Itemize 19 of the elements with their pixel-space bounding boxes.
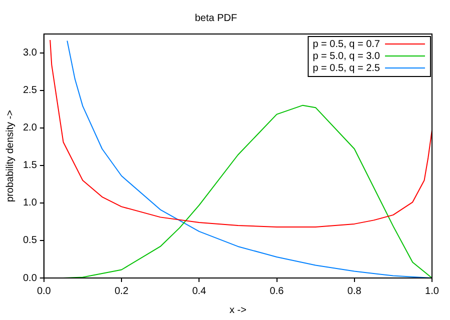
x-tick-label: 1.0 (425, 286, 440, 297)
chart-title: beta PDF (194, 12, 238, 24)
y-axis-title: probability density -> (4, 110, 16, 202)
x-tick-label: 0.8 (347, 286, 362, 297)
legend-label: p = 5.0, q = 3.0 (312, 50, 380, 62)
x-axis-title: x -> (229, 304, 247, 316)
x-tick-label: 0.4 (192, 286, 207, 297)
x-tick-label: 0.2 (114, 286, 129, 297)
x-tick-label: 0.0 (36, 286, 52, 297)
y-tick-label: 2.5 (22, 85, 38, 96)
legend-label: p = 0.5, q = 0.7 (312, 38, 380, 50)
y-tick-label: 0.0 (22, 272, 38, 284)
y-tick-label: 1.0 (22, 198, 38, 209)
y-tick-label: 2.0 (22, 122, 38, 134)
y-tick-label: 0.5 (22, 235, 38, 246)
y-tick-label: 1.5 (22, 160, 38, 172)
y-tick-label: 3.0 (22, 48, 38, 59)
x-tick-label: 0.6 (270, 286, 284, 297)
legend-label: p = 0.5, q = 2.5 (312, 62, 380, 74)
